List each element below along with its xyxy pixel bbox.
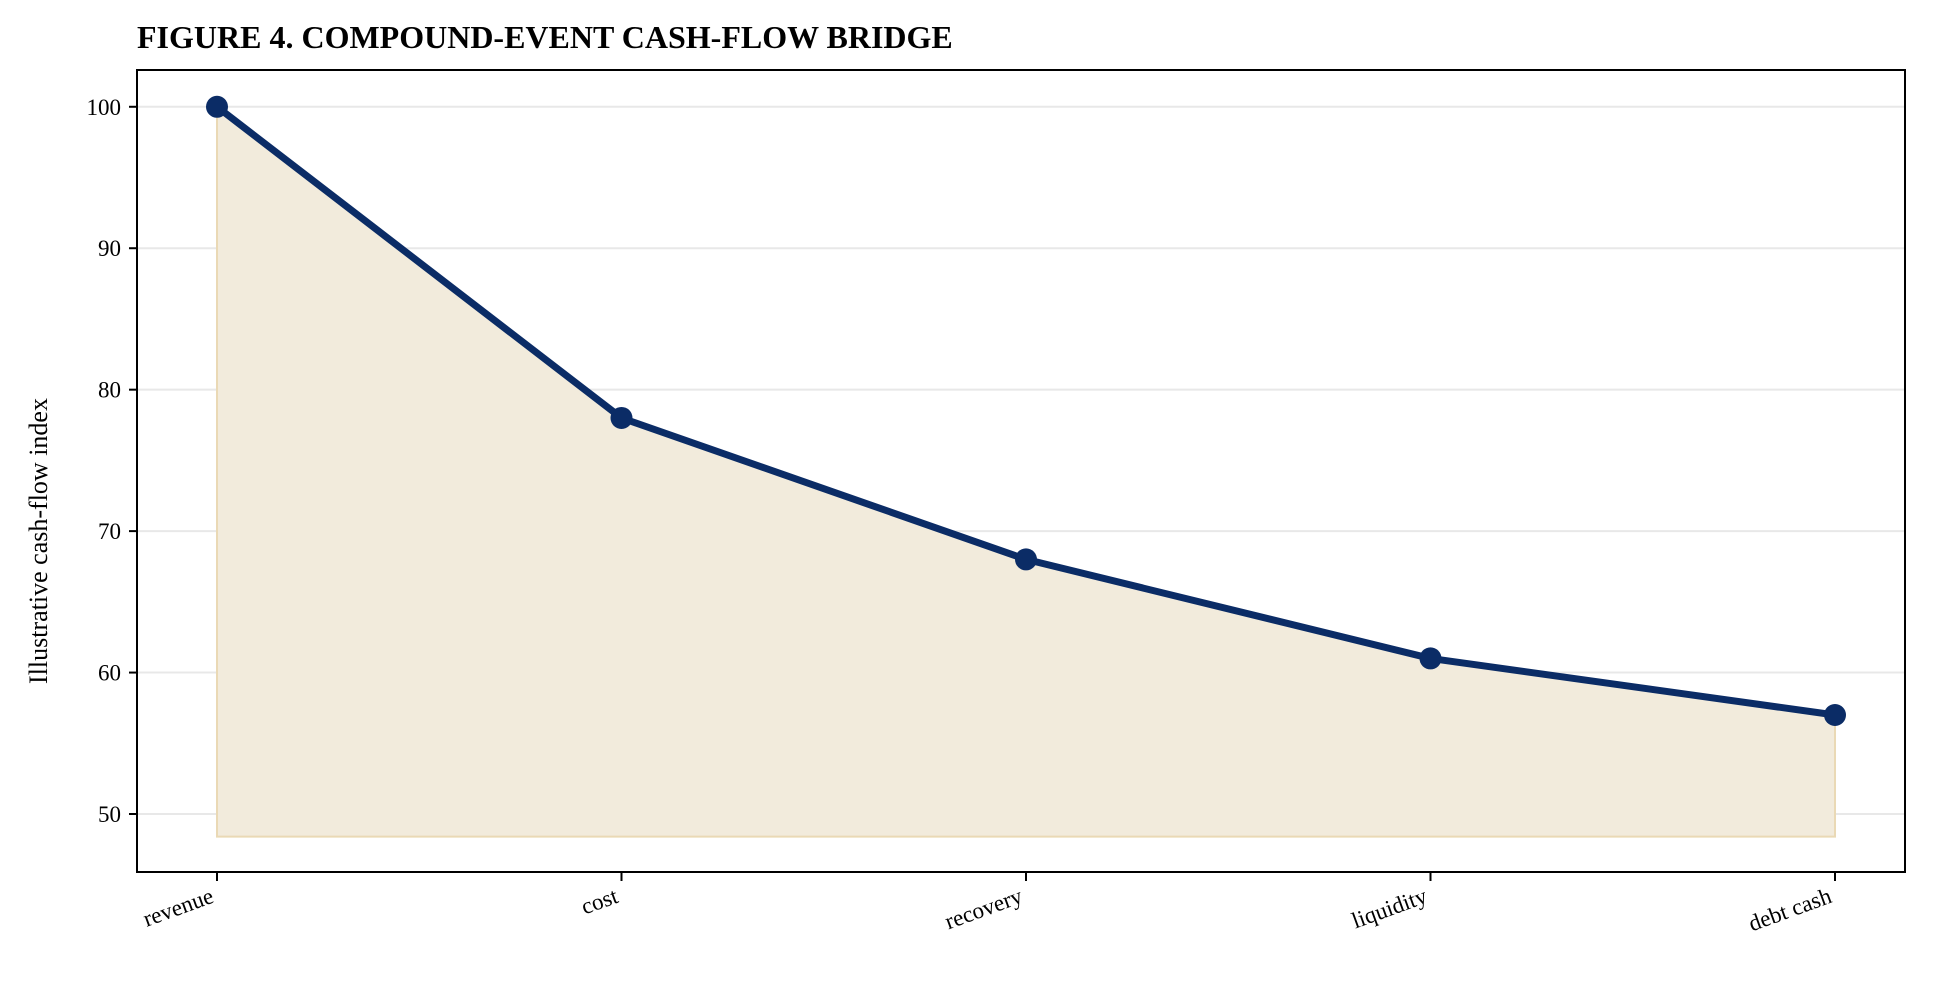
data-point-revenue — [206, 95, 228, 118]
data-point-liquidity — [1419, 647, 1442, 670]
data-point-cost — [610, 406, 633, 429]
x-tick-label-debt-cash: debt cash — [1745, 883, 1835, 936]
area-fill — [216, 104, 1836, 838]
x-tick-label-liquidity: liquidity — [1348, 883, 1430, 933]
x-axis-ticks: revenue cost recovery liquidity debt cash — [140, 872, 1836, 936]
y-tick-label-80: 80 — [98, 378, 121, 403]
y-tick-label-70: 70 — [98, 519, 121, 544]
y-tick-label-60: 60 — [98, 661, 121, 686]
x-tick-label-recovery: recovery — [942, 883, 1027, 934]
data-point-recovery — [1015, 548, 1037, 571]
y-tick-label-100: 100 — [87, 95, 122, 120]
y-axis-label: Illustrative cash-flow index — [24, 398, 53, 684]
y-tick-label-90: 90 — [98, 236, 121, 261]
y-axis-ticks: 50 60 70 80 90 100 — [87, 95, 137, 827]
data-points — [206, 95, 1846, 726]
area-fill-layer — [216, 104, 1836, 838]
x-tick-label-cost: cost — [578, 883, 622, 919]
x-tick-label-revenue: revenue — [140, 883, 217, 931]
data-point-debt-cash — [1824, 703, 1846, 726]
y-tick-label-50: 50 — [98, 802, 121, 827]
plot-frame — [136, 69, 1906, 873]
chart-title: FIGURE 4. COMPOUND-EVENT CASH-FLOW BRIDG… — [137, 19, 953, 55]
